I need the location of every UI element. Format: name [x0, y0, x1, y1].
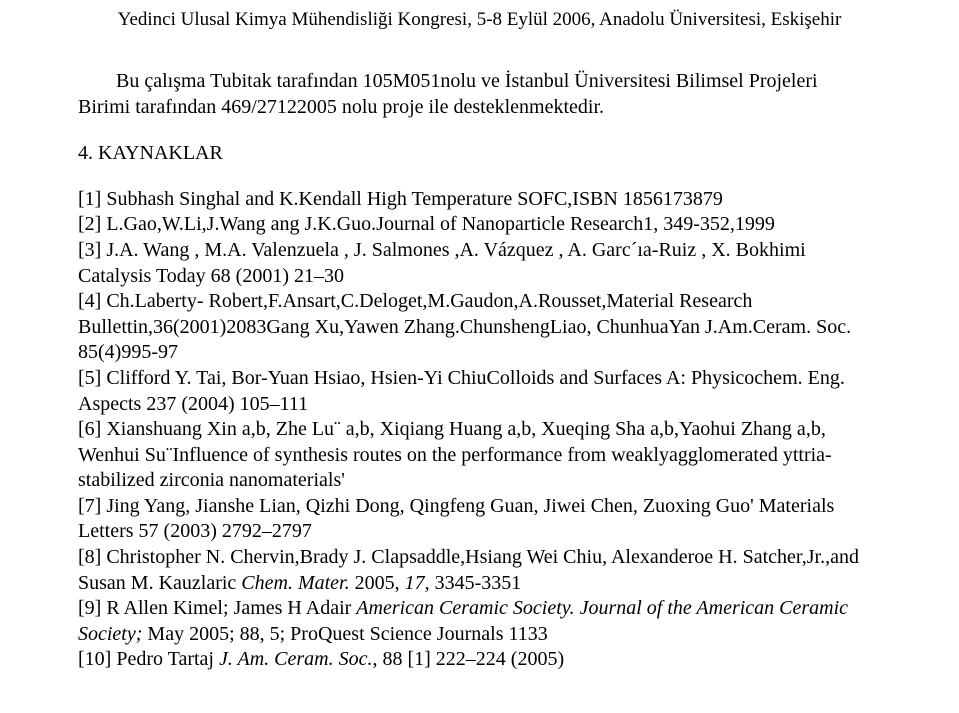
intro-line1: Bu çalışma Tubitak tarafından 105M051nol…: [116, 70, 818, 92]
ref-5: [5] Clifford Y. Tai, Bor-Yuan Hsiao, Hsi…: [78, 367, 845, 415]
ref-8-d: 17,: [405, 572, 435, 594]
ref-9-c: May 2005; 88, 5; ProQuest Science Journa…: [147, 623, 547, 645]
ref-10-c: , 88 [1] 222–224 (2005): [372, 648, 564, 670]
ref-2: [2] L.Gao,W.Li,J.Wang ang J.K.Guo.Journa…: [78, 213, 775, 235]
ref-1: [1] Subhash Singhal and K.Kendall High T…: [78, 188, 723, 210]
references-block: [1] Subhash Singhal and K.Kendall High T…: [78, 187, 881, 673]
ref-7: [7] Jing Yang, Jianshe Lian, Qizhi Dong,…: [78, 495, 834, 543]
intro-line2: Birimi tarafından 469/27122005 nolu proj…: [78, 96, 604, 118]
ref-3: [3] J.A. Wang , M.A. Valenzuela , J. Sal…: [78, 239, 806, 287]
section-title: 4. KAYNAKLAR: [78, 142, 881, 165]
page-header: Yedinci Ulusal Kimya Mühendisliği Kongre…: [78, 8, 881, 32]
header-text: Yedinci Ulusal Kimya Mühendisliği Kongre…: [118, 9, 842, 30]
ref-9-a: [9] R Allen Kimel; James H Adair: [78, 597, 356, 619]
ref-6: [6] Xianshuang Xin a,b, Zhe Lu¨ a,b, Xiq…: [78, 418, 832, 491]
section-title-text: 4. KAYNAKLAR: [78, 142, 223, 164]
page-root: Yedinci Ulusal Kimya Mühendisliği Kongre…: [0, 0, 959, 713]
ref-8-e: 3345-3351: [435, 572, 522, 594]
ref-10-a: [10] Pedro Tartaj: [78, 648, 219, 670]
ref-8-c: 2005,: [355, 572, 405, 594]
intro-paragraph: Bu çalışma Tubitak tarafından 105M051nol…: [78, 68, 881, 120]
ref-4: [4] Ch.Laberty- Robert,F.Ansart,C.Deloge…: [78, 290, 851, 363]
ref-10-b: J. Am. Ceram. Soc.: [219, 648, 373, 670]
ref-8-b: Chem. Mater.: [241, 572, 354, 594]
